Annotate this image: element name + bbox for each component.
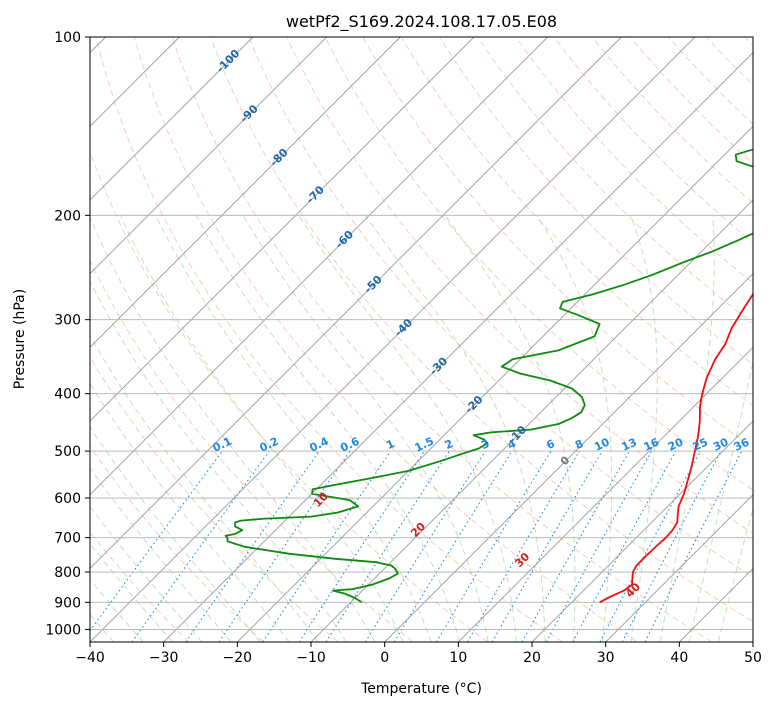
dry-adiabat-line	[400, 37, 753, 407]
mixing-ratio-line	[364, 450, 486, 642]
moist-adiabat-line	[90, 215, 376, 642]
moist-adiabat-line	[195, 215, 461, 642]
moist-adiabat-line	[155, 215, 432, 642]
mixing-ratio-line	[325, 450, 450, 642]
isotherm-line	[310, 199, 753, 642]
isotherm-line	[605, 494, 753, 642]
x-tick-label: −40	[75, 650, 105, 666]
mixing-ratio-line	[393, 450, 513, 642]
mixing-ratio-label: 10	[592, 435, 612, 453]
plot-frame	[89, 36, 754, 643]
y-axis: 100 200 300 400 500 600 700 800 900 1000	[45, 30, 90, 638]
mixing-ratio-line	[298, 450, 425, 642]
y-tick-label: 100	[54, 30, 81, 46]
x-tick-label: 0	[380, 650, 389, 666]
mixing-ratio-line	[572, 450, 677, 642]
dry-adiabat-line	[133, 37, 638, 642]
dry-adiabat-line	[90, 445, 264, 642]
x-axis-label: Temperature (°C)	[360, 681, 482, 697]
isotherm-line	[90, 37, 401, 348]
y-axis-label: Pressure (hPa)	[12, 289, 28, 389]
x-tick-label: 50	[744, 650, 762, 666]
y-tick-label: 800	[54, 565, 81, 581]
moist-adiabat-line	[536, 215, 613, 642]
isotherm-line	[90, 37, 696, 642]
dry-adiabat-line	[629, 37, 753, 165]
x-tick-label: 10	[449, 650, 467, 666]
x-tick-label: 30	[597, 650, 615, 666]
mixing-ratio-label: 30	[711, 435, 731, 453]
moist-adiabat-line	[90, 467, 232, 642]
mixing-ratio-label: 36	[732, 435, 752, 453]
isotherm-line	[531, 420, 753, 642]
x-tick-label: −30	[149, 650, 179, 666]
dry-adiabat-line	[324, 37, 753, 491]
mixing-ratio-line	[521, 450, 630, 642]
dry-adiabat-line	[515, 37, 753, 284]
y-tick-label: 700	[54, 531, 81, 547]
moist-adiabat-line	[90, 505, 203, 642]
moist-adiabat-line	[630, 215, 658, 642]
y-tick-label: 900	[54, 595, 81, 611]
isotherm-line	[90, 37, 327, 275]
x-axis: −40 −30 −20 −10 0 10 20 30 40 50	[75, 642, 762, 666]
moist-adiabat-line	[90, 334, 319, 642]
dry-adiabat-line	[248, 37, 753, 578]
isotherm-line	[90, 37, 548, 496]
pressure-grid	[90, 37, 753, 630]
moist-adiabat-line	[444, 215, 576, 642]
isotherm-line	[90, 37, 254, 201]
chart-title: wetPf2_S169.2024.108.17.05.E08	[286, 12, 557, 32]
mixing-ratio-label: 13	[620, 436, 639, 454]
mixing-ratio-line	[185, 450, 320, 642]
mixing-ratio-label: 20	[666, 435, 686, 453]
profile-lines	[224, 148, 753, 604]
mixing-ratio-line	[90, 450, 223, 632]
moist-adiabat-line	[90, 382, 290, 642]
mixing-ratio-line	[491, 450, 603, 642]
isotherm-line	[90, 37, 475, 422]
moist-adiabat-line	[242, 215, 489, 642]
dry-adiabat-line	[591, 37, 753, 204]
dry-adiabat-line	[171, 37, 712, 642]
isotherm-line	[237, 125, 753, 642]
y-tick-label: 1000	[45, 622, 81, 638]
mixing-ratio-label: 16	[642, 435, 662, 453]
y-tick-label: 300	[54, 313, 81, 329]
dry-adiabat-line	[210, 37, 753, 623]
moist-adiabat-line	[90, 279, 347, 642]
background-lines	[90, 37, 753, 642]
y-tick-label: 600	[54, 491, 81, 507]
temperature-line	[599, 292, 753, 604]
isotherm-line	[90, 37, 622, 569]
dry-adiabat-line	[95, 37, 563, 642]
x-tick-label: −10	[296, 650, 326, 666]
y-tick-label: 400	[54, 387, 81, 403]
y-tick-label: 200	[54, 208, 81, 224]
x-tick-label: 40	[670, 650, 688, 666]
moist-adiabat-line	[364, 215, 546, 642]
x-tick-label: 20	[523, 650, 541, 666]
moist-adiabat-line	[120, 215, 404, 642]
y-tick-label: 500	[54, 444, 81, 460]
mixing-ratio-line	[435, 450, 552, 642]
dry-adiabat-line	[90, 259, 414, 642]
moist-adiabat-line	[90, 426, 261, 642]
isotherm-line	[163, 52, 753, 642]
dewpoint-line	[224, 148, 753, 604]
dry-adiabat-line	[477, 37, 753, 325]
mixing-ratio-line	[131, 450, 270, 642]
moist-adiabat-line	[659, 215, 715, 642]
x-tick-label: −20	[223, 650, 253, 666]
isotherm-line	[384, 273, 753, 642]
mixing-ratio-label: 25	[691, 436, 710, 454]
mixing-ratio-line	[467, 450, 580, 642]
isotherm-line	[458, 346, 753, 642]
